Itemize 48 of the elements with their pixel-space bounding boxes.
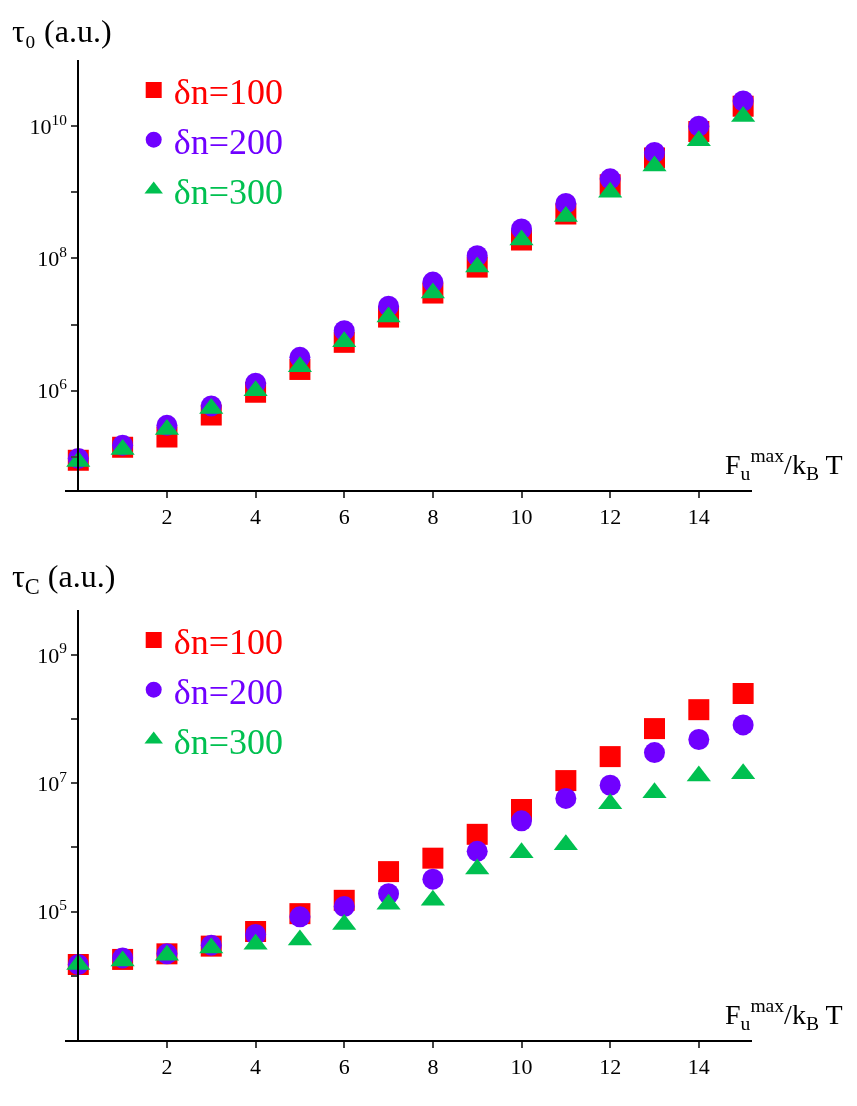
y-axis-title: τ$_{C}$ (a.u.) (12, 558, 116, 599)
legend-label: δn=200 (173, 121, 283, 162)
legend-label: δn=300 (173, 171, 283, 212)
point (511, 810, 533, 832)
point (466, 840, 488, 862)
point (599, 774, 621, 796)
x-tick-label: 4 (250, 1054, 262, 1080)
y-tick-label: 10$^{9}$ (37, 639, 68, 668)
legend-label: δn=100 (173, 621, 283, 662)
y-axis-title: τ₀ (a.u.) (12, 13, 112, 49)
point (555, 770, 577, 792)
x-tick-label: 12 (599, 504, 622, 530)
x-axis-title: F$_{u}$$^{max}$/k$_{B}$ T (725, 995, 843, 1034)
x-tick-label: 10 (510, 1054, 533, 1080)
point (688, 729, 710, 751)
y-tick-label: 10$^{6}$ (37, 375, 68, 404)
point (333, 896, 355, 918)
x-tick-label: 10 (510, 504, 533, 530)
point (732, 714, 754, 736)
x-tick-label: 12 (599, 1054, 622, 1080)
point (732, 683, 754, 705)
point (378, 861, 400, 883)
x-tick-label: 2 (161, 1054, 173, 1080)
point (688, 115, 710, 137)
point (599, 746, 621, 768)
point (732, 90, 754, 112)
point (422, 868, 444, 890)
point (688, 699, 710, 721)
x-tick-label: 8 (427, 504, 439, 530)
y-tick-label: 10$^{8}$ (37, 242, 68, 272)
y-tick-label: 10$^{10}$ (29, 110, 68, 139)
x-tick-label: 2 (161, 504, 173, 530)
x-tick-label: 4 (250, 504, 262, 530)
x-tick-label: 14 (687, 504, 710, 530)
legend-label: δn=300 (173, 721, 283, 762)
legend-label: δn=100 (173, 71, 283, 112)
x-tick-label: 6 (338, 1054, 350, 1080)
x-tick-label: 8 (427, 1054, 439, 1080)
x-tick-label: 6 (338, 504, 350, 530)
point (644, 742, 665, 764)
legend-label: δn=200 (173, 671, 283, 712)
y-tick-label: 10$^{7}$ (37, 767, 68, 796)
x-axis-title: F$_{u}$$^{max}$/k$_{B}$ T (725, 445, 843, 484)
x-tick-label: 14 (687, 1054, 710, 1080)
point (555, 787, 577, 809)
point (643, 718, 665, 740)
y-tick-label: 10$^{5}$ (37, 896, 68, 925)
point (422, 847, 444, 869)
